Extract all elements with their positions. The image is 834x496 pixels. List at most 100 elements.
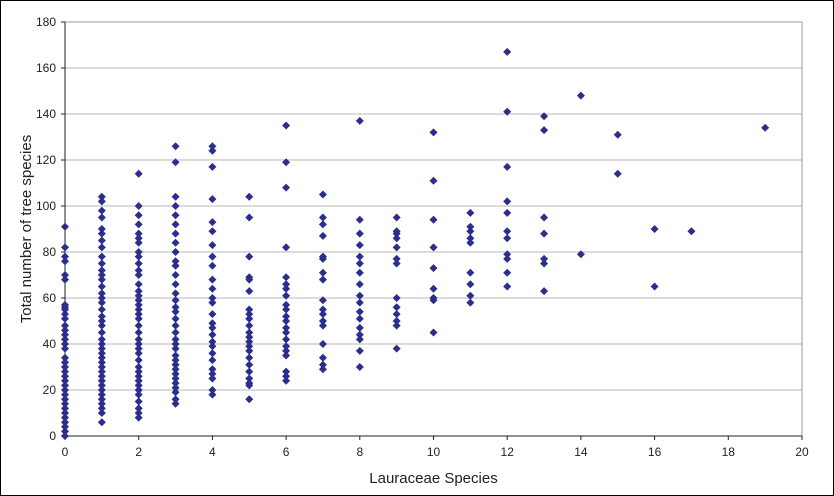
data-point <box>208 227 217 236</box>
data-point <box>245 192 254 201</box>
data-point <box>245 305 254 314</box>
data-point <box>171 229 180 238</box>
data-point <box>171 192 180 201</box>
data-point <box>355 346 364 355</box>
data-point <box>245 252 254 261</box>
data-point <box>245 367 254 376</box>
y-tick-label: 60 <box>43 291 57 305</box>
data-point <box>134 328 143 337</box>
data-point <box>171 280 180 289</box>
data-point <box>392 321 401 330</box>
data-point <box>429 296 438 305</box>
data-point <box>134 367 143 376</box>
x-tick-label: 0 <box>62 445 69 459</box>
data-point <box>134 229 143 238</box>
data-point <box>208 284 217 293</box>
data-point <box>245 381 254 390</box>
data-point <box>466 227 475 236</box>
data-point <box>503 254 512 263</box>
data-point <box>97 328 106 337</box>
data-point <box>429 215 438 224</box>
data-point <box>318 190 327 199</box>
data-point <box>282 312 291 321</box>
data-point <box>134 280 143 289</box>
data-point <box>355 268 364 277</box>
data-point <box>134 349 143 358</box>
data-point <box>61 390 69 399</box>
data-point <box>208 374 217 383</box>
data-point <box>208 218 217 227</box>
data-point <box>503 208 512 217</box>
data-point <box>61 353 69 362</box>
y-tick-label: 80 <box>43 245 57 259</box>
data-point <box>613 169 622 178</box>
data-point <box>208 390 217 399</box>
data-point <box>134 220 143 229</box>
data-point <box>650 282 659 291</box>
data-point <box>97 192 106 201</box>
data-point <box>171 388 180 397</box>
data-point <box>134 238 143 247</box>
data-point <box>355 116 364 125</box>
data-point <box>208 142 217 151</box>
data-point <box>134 310 143 319</box>
data-point <box>355 330 364 339</box>
data-point <box>429 176 438 185</box>
data-point <box>61 418 69 427</box>
data-point <box>282 367 291 376</box>
data-point <box>392 303 401 312</box>
data-point <box>97 367 106 376</box>
data-point <box>466 234 475 243</box>
y-tick-labels: 0 20 40 60 80 100 120 140 160 180 <box>36 15 56 443</box>
data-point <box>171 344 180 353</box>
data-point <box>576 91 585 100</box>
data-point <box>503 107 512 116</box>
data-point <box>171 351 180 360</box>
data-point <box>318 360 327 369</box>
data-point <box>61 314 69 323</box>
x-tick-label: 10 <box>427 445 441 459</box>
data-point <box>171 340 180 348</box>
data-point <box>503 197 512 206</box>
data-point <box>97 390 106 399</box>
x-tick-label: 16 <box>648 445 662 459</box>
data-point <box>61 432 69 440</box>
data-point <box>171 238 180 247</box>
data-point <box>318 310 327 319</box>
data-point <box>134 291 143 300</box>
data-point <box>318 220 327 229</box>
data-point <box>61 413 69 422</box>
data-point <box>134 296 143 305</box>
y-axis-title: Total number of tree species <box>18 135 35 323</box>
data-point <box>97 363 106 371</box>
data-point <box>318 317 327 325</box>
data-point <box>134 314 143 323</box>
data-point <box>245 213 254 222</box>
data-point <box>134 248 143 256</box>
data-point <box>355 280 364 289</box>
data-point <box>134 390 143 399</box>
data-point <box>429 264 438 273</box>
y-tick-label: 180 <box>36 15 56 29</box>
data-point <box>171 399 180 408</box>
data-point <box>134 252 143 261</box>
data-point <box>318 231 327 240</box>
data-point <box>134 271 143 279</box>
data-point <box>208 337 217 346</box>
y-tick-label: 160 <box>36 61 56 75</box>
data-point <box>97 358 106 367</box>
data-point <box>245 310 254 319</box>
data-point <box>245 353 254 362</box>
data-point <box>97 294 106 302</box>
data-point <box>97 409 106 417</box>
data-point <box>97 197 106 206</box>
data-point <box>687 227 696 236</box>
data-point <box>392 294 401 302</box>
data-point <box>282 342 291 351</box>
data-point <box>208 349 217 358</box>
data-point <box>318 353 327 362</box>
data-point <box>466 280 475 289</box>
data-point <box>61 427 69 436</box>
data-point <box>503 268 512 277</box>
data-point <box>134 409 143 417</box>
